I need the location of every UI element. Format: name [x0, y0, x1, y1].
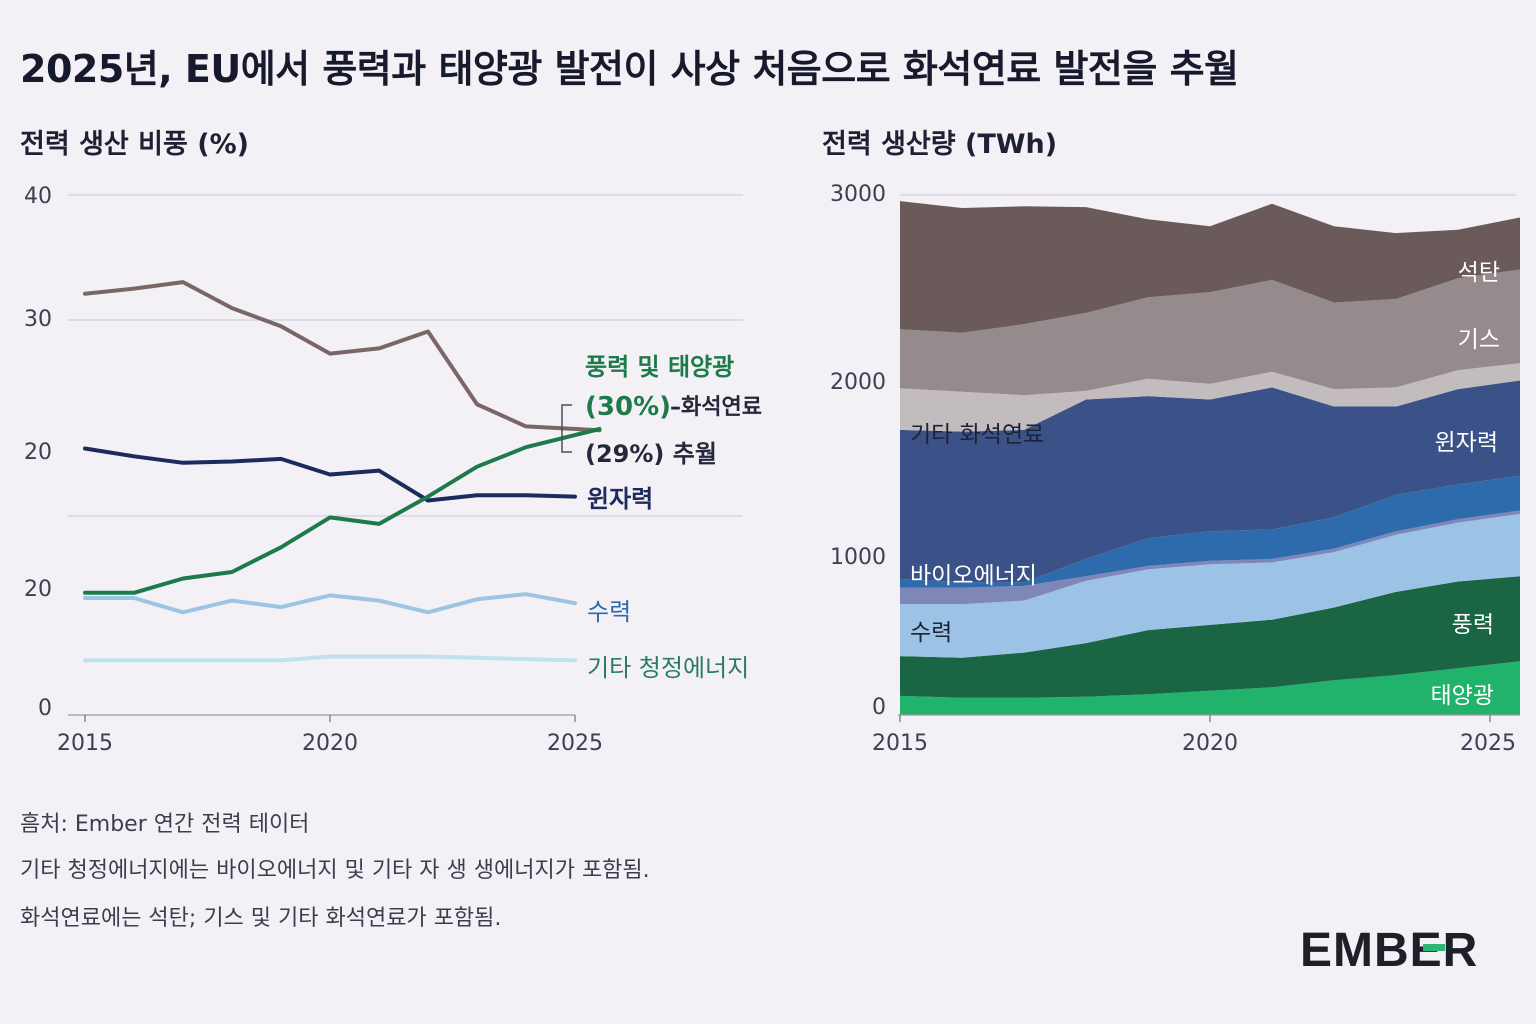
y-tick-label: 20: [24, 440, 52, 465]
series-end-label: 기타 청정에너지: [587, 654, 749, 682]
x-tick-label: 2015: [57, 731, 113, 756]
page-title: 2025년, EU에서 풍력과 태양광 발전이 사상 처음으로 화석연료 발전을…: [20, 47, 1239, 91]
callout-fossil-label: –화석연료: [670, 395, 762, 420]
y-tick-label: 1000: [830, 545, 886, 570]
area-series: [900, 576, 1520, 698]
area-label: 바이오에너지: [910, 563, 1037, 589]
y-tick-label: 40: [24, 184, 52, 209]
y-tick-label: 3000: [830, 182, 886, 207]
svg-text:EMBER: EMBER: [1300, 924, 1478, 977]
callout-bracket: [561, 404, 572, 453]
area-series: [900, 201, 1520, 333]
area-label: 수력: [910, 620, 952, 646]
line-series: [83, 654, 577, 663]
area-label: 태양광: [1431, 683, 1494, 709]
footnote-fossil: 화석연료에는 석탄; 기스 및 기타 화석연료가 포함됨.: [20, 906, 502, 931]
x-tick-label: 2025: [547, 731, 603, 756]
y-tick-label: 0: [38, 696, 52, 721]
line-series: [83, 592, 577, 615]
right-chart-title: 전력 생산량 (TWh): [822, 129, 1058, 160]
area-series: [900, 513, 1520, 658]
y-tick-label: 2000: [830, 370, 886, 395]
callout-fossil-pct: (29%) 추월: [585, 440, 717, 468]
source-note: 흠처: Ember 연간 전력 테이터: [20, 812, 310, 837]
area-series: [900, 661, 1520, 715]
callout-wind-solar-pct: (30%): [585, 392, 671, 422]
generation-area-chart: 3000 2000 1000 0 2015 2020 2025 태양광 풍력 수력 바이오에너지 윈자…: [830, 182, 1520, 756]
series-end-label: 윈자력: [587, 485, 653, 513]
x-tick-label: 2015: [872, 731, 928, 756]
area-series: [900, 380, 1520, 583]
area-label: 석탄: [1458, 260, 1500, 286]
x-tick-label: 2025: [1460, 731, 1516, 756]
x-tick-label: 2020: [302, 731, 358, 756]
ember-logo-accent: [1423, 944, 1445, 951]
left-chart-title: 전력 생산 비풍 (%): [20, 129, 249, 160]
area-label: 기타 화석연료: [910, 422, 1044, 448]
area-series: [900, 475, 1520, 588]
footnote-clean-energy: 기타 청정에너지에는 바이오에너지 및 기타 자 생 생에너지가 포함됨.: [20, 858, 650, 883]
y-tick-label: 20: [24, 577, 52, 602]
line-series: [83, 446, 577, 503]
area-series: [900, 363, 1520, 432]
callout-title: 풍력 및 태양광: [585, 353, 734, 381]
line-series: [83, 280, 602, 433]
area-series: [900, 269, 1520, 396]
area-series: [900, 510, 1520, 605]
y-tick-label: 30: [24, 307, 52, 332]
area-label: 윈자력: [1435, 430, 1498, 456]
y-tick-label: 0: [872, 695, 886, 720]
x-tick-label: 2020: [1182, 731, 1238, 756]
area-label: 기스: [1458, 327, 1500, 353]
area-label: 풍력: [1452, 612, 1494, 638]
series-end-label: 수력: [587, 598, 631, 626]
ember-logo: EMBER: [1300, 924, 1478, 977]
line-series: [83, 427, 602, 595]
